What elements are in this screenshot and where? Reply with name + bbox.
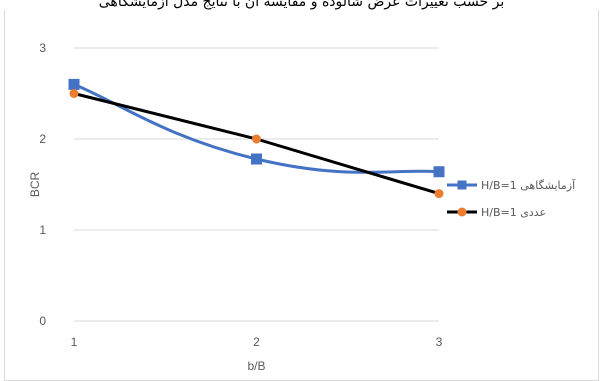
grid-lines bbox=[74, 47, 439, 322]
data-point-square bbox=[251, 153, 262, 165]
y-tick-label: 1 bbox=[39, 223, 46, 237]
x-tick-label: 3 bbox=[436, 335, 443, 349]
x-tick-label: 2 bbox=[253, 335, 260, 349]
legend-marker-square bbox=[457, 180, 467, 190]
series-layer bbox=[68, 78, 445, 199]
x-axis-title: b/B bbox=[247, 359, 265, 373]
y-tick-label: 3 bbox=[39, 41, 46, 55]
y-tick-label: 2 bbox=[39, 132, 46, 146]
legend-marker-circle bbox=[457, 207, 467, 217]
tick-labels: 0 1 2 3 1 2 3 bbox=[39, 41, 442, 349]
x-tick-label: 1 bbox=[71, 335, 78, 349]
legend-label: H/B=1 آزمایشگاهی bbox=[481, 178, 576, 192]
series-line-2 bbox=[73, 92, 440, 196]
figure-caption: بر حسب تغییرات عرض شالوده و مقایسه آن با… bbox=[98, 0, 505, 10]
data-point-square bbox=[433, 166, 445, 178]
data-point-square bbox=[68, 78, 80, 90]
legend: H/B=1 آزمایشگاهی H/B=1 عددی bbox=[447, 178, 576, 219]
y-tick-label: 0 bbox=[39, 314, 46, 328]
data-point-circle bbox=[252, 134, 261, 144]
y-axis-title: BCR bbox=[28, 172, 42, 198]
data-point-circle bbox=[69, 89, 79, 98]
legend-label: H/B=1 عددی bbox=[481, 206, 546, 219]
data-point-circle bbox=[434, 189, 444, 199]
